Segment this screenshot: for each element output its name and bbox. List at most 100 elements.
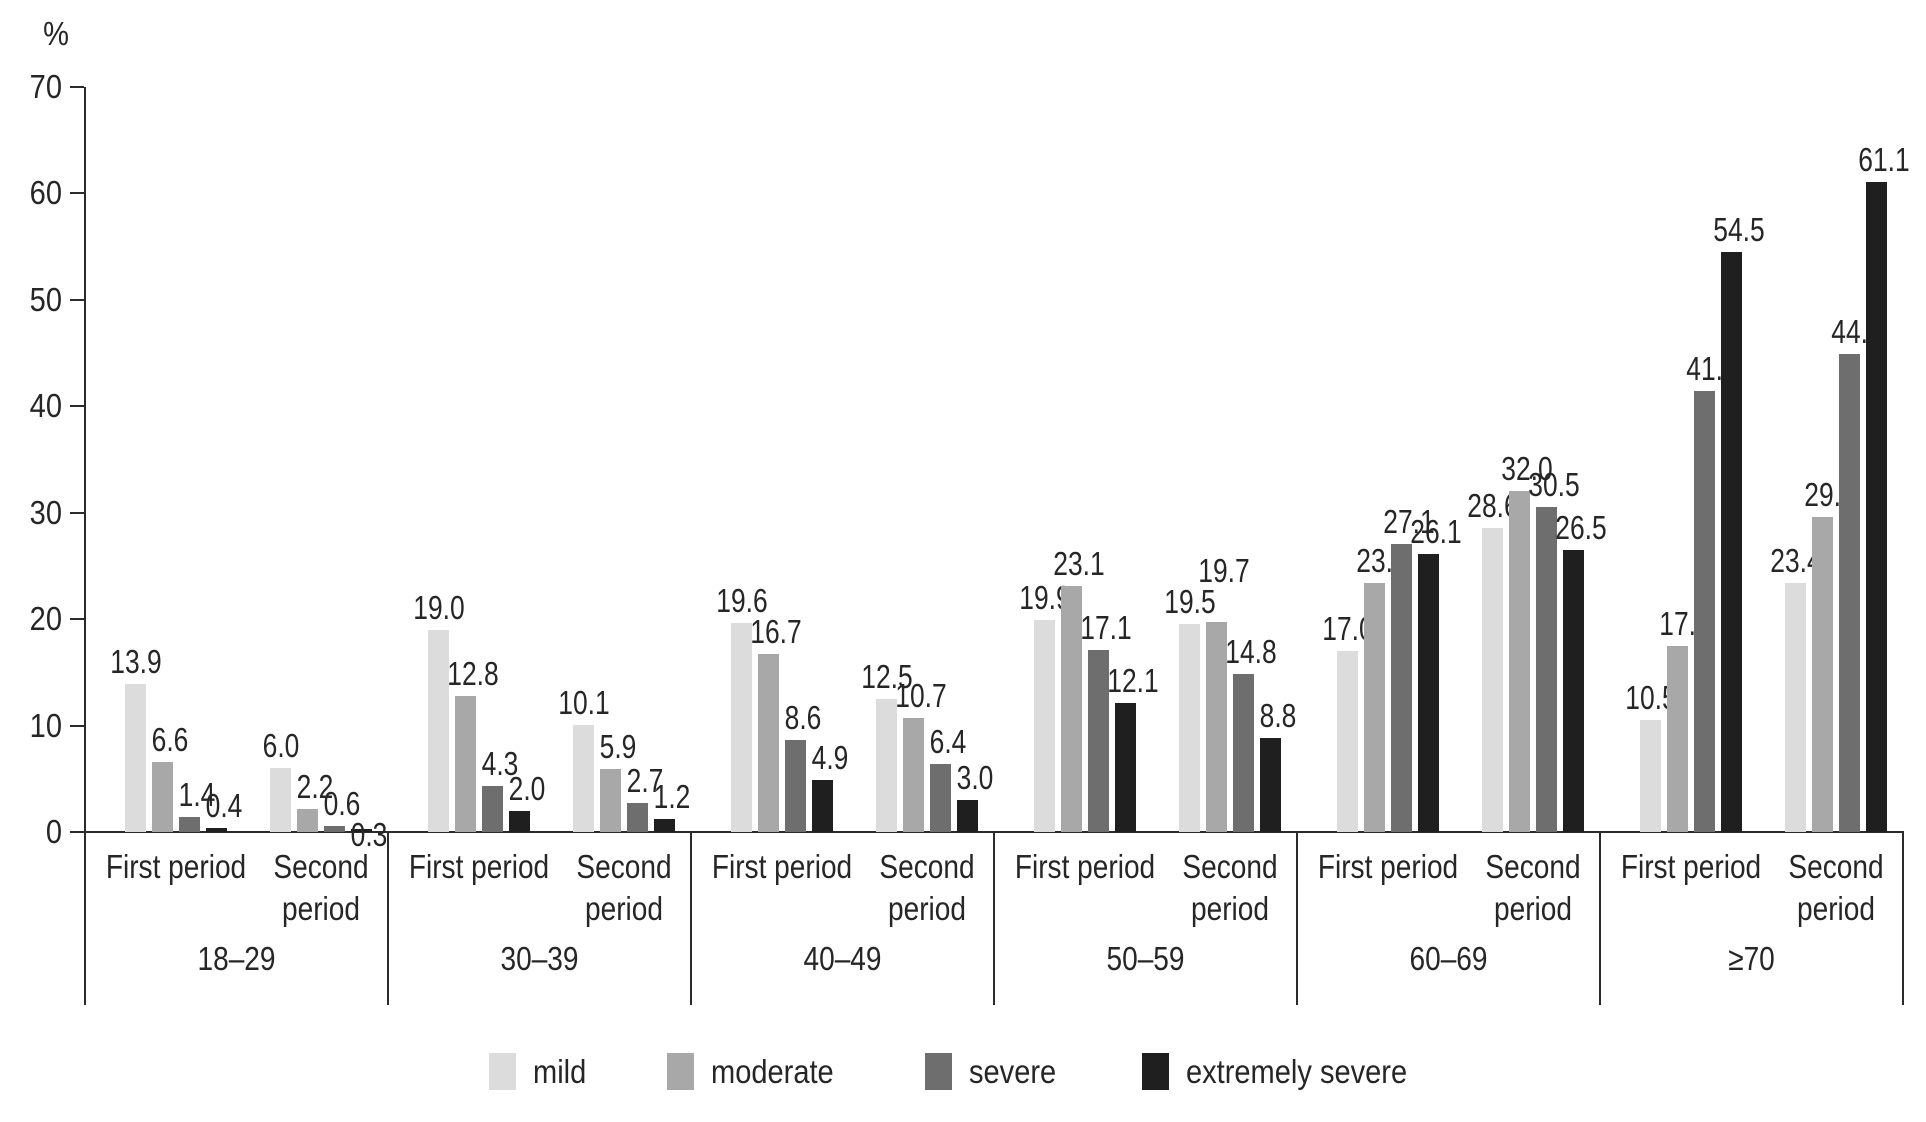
period-label: First period [1620,848,1762,885]
legend-item: mild [488,1053,594,1090]
y-tick-label: 70 [29,68,62,105]
legend-swatch [667,1053,695,1090]
y-tick-label: 40 [29,387,62,425]
bar-value-label: 27.1 [1382,502,1435,540]
bar-value-label: 19.0 [412,588,465,626]
bar [297,808,318,832]
y-tick-mark [70,298,84,301]
age-group-divider [1296,832,1298,1005]
age-group-divider [84,832,86,1005]
bar-value-label: 3.0 [956,759,993,797]
y-tick-mark [70,618,84,621]
bar-value-label: 2.7 [626,762,663,800]
y-tick-mark [70,724,84,727]
age-group-divider [993,832,995,1005]
bar-value-label: 61.1 [1857,140,1910,178]
y-axis-unit-label: % [43,15,69,52]
bar [1563,549,1584,832]
bar-value-label: 8.8 [1259,697,1296,735]
period-label: First period [711,848,853,885]
y-tick-label: 10 [29,706,62,744]
bar [1061,586,1082,832]
legend-label: extremely severe [1185,1053,1407,1090]
bar [1206,622,1227,832]
bar-value-label: 19.6 [715,582,768,620]
bar [785,740,806,832]
bar-value-label: 26.1 [1409,513,1462,551]
period-label: First period [408,848,550,885]
age-group-label: 30–39 [500,940,579,977]
bar [1260,738,1281,832]
bar [1233,674,1254,832]
y-tick-mark [70,192,84,195]
legend-label: mild [532,1053,587,1090]
bar-value-label: 1.4 [178,776,215,814]
bar-value-label: 6.6 [151,720,188,758]
bar [482,786,503,832]
period-label: First period [105,848,247,885]
y-tick-mark [70,511,84,514]
bar [351,828,372,832]
bar [758,654,779,832]
bar [1115,703,1136,832]
bar [509,810,530,832]
legend: mild moderate severe extremely severe [0,1053,1926,1090]
bar-value-label: 2.0 [508,769,545,807]
period-label: Second period [576,848,672,927]
bar-value-label: 14.8 [1224,633,1277,671]
bar [573,724,594,832]
bar [1179,624,1200,832]
bar-value-label: 10.7 [894,677,947,715]
bar [1694,391,1715,832]
bar-value-label: 19.5 [1163,583,1216,621]
bar-value-label: 10.1 [557,683,610,721]
y-tick-label: 20 [29,600,62,638]
legend-label: severe [968,1053,1056,1090]
legend-label: moderate [711,1053,835,1090]
bar-value-label: 16.7 [749,613,802,651]
bar [1536,507,1557,832]
bar [1785,582,1806,832]
age-group-divider [1599,832,1601,1005]
age-group-label: 50–59 [1106,940,1185,977]
age-group-divider [387,832,389,1005]
legend-swatch [1141,1053,1169,1090]
y-tick-mark [70,86,84,88]
bar-value-label: 32.0 [1500,450,1553,488]
y-tick-label: 60 [29,174,62,212]
bar-value-label: 6.0 [262,727,299,765]
bar [812,779,833,832]
age-group-divider [1902,832,1904,1005]
bar [1418,554,1439,832]
bar [903,718,924,832]
bar [1034,620,1055,832]
bar [654,819,675,832]
period-label: First period [1317,848,1459,885]
bar-value-label: 5.9 [599,728,636,766]
bar-value-label: 4.3 [481,745,518,783]
age-group-divider [690,832,692,1005]
bar-value-label: 23.1 [1052,545,1105,583]
period-label: First period [1014,848,1156,885]
bar [1509,491,1530,832]
bar-value-label: 54.5 [1712,210,1765,248]
bar [876,698,897,832]
legend-swatch [488,1053,516,1090]
bar [455,695,476,832]
bar [1364,582,1385,832]
bar [324,825,345,832]
bar [1866,181,1887,832]
bar-value-label: 17.1 [1079,609,1132,646]
bar [1088,650,1109,832]
bar [206,827,227,832]
bar [627,803,648,832]
bar-value-label: 1.2 [653,778,690,816]
bar [930,763,951,832]
bar-value-label: 0.6 [323,784,360,822]
period-label: Second period [1788,848,1884,927]
age-group-label: ≥70 [1728,940,1775,977]
bar [428,629,449,832]
bar [1391,543,1412,832]
bar-value-label: 0.4 [205,786,242,824]
